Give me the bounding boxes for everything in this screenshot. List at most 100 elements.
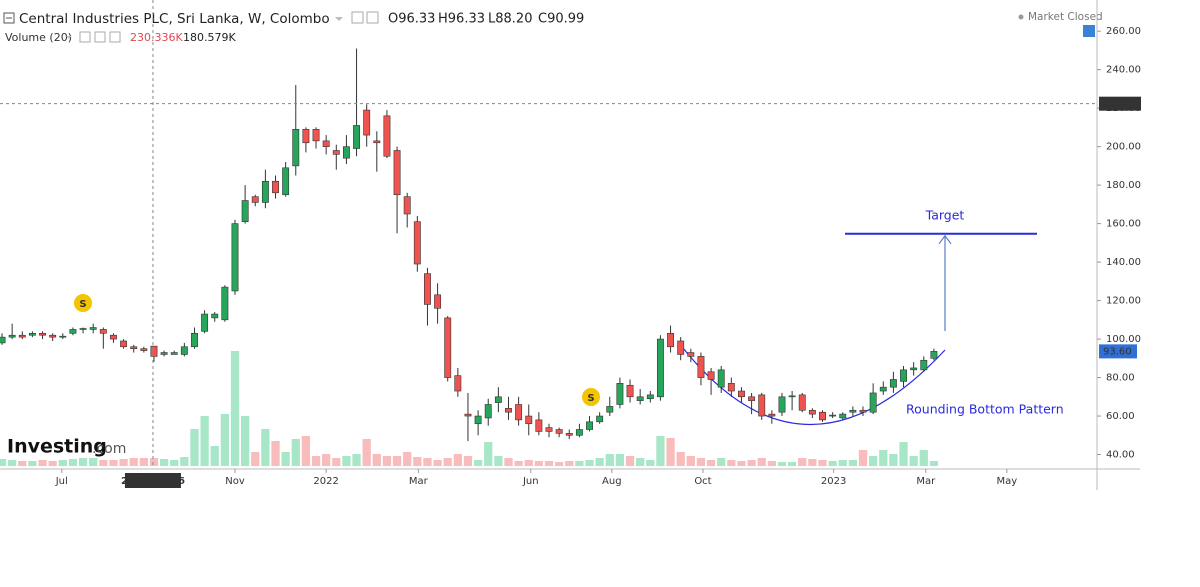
- volume-bar: [38, 460, 47, 466]
- x-tick-label: Jun: [522, 476, 539, 487]
- volume-bar: [605, 454, 614, 466]
- candle-body: [839, 413, 847, 419]
- volume-bar: [676, 452, 685, 466]
- volume-value: 230.336K: [130, 31, 183, 44]
- settings-icon[interactable]: [351, 11, 364, 24]
- y-tick-label: 180.00: [1106, 180, 1141, 191]
- volume-bar: [524, 460, 533, 466]
- candle-body: [221, 286, 229, 321]
- x-tick-label: Aug: [602, 476, 622, 487]
- y-tick-label: 60.00: [1106, 411, 1135, 422]
- volume-title: Volume (20): [5, 31, 72, 44]
- candle-body: [494, 396, 502, 403]
- volume-bar: [636, 458, 645, 466]
- volume-bar: [473, 460, 483, 466]
- volume-bar: [929, 461, 939, 466]
- candle-body: [768, 413, 776, 417]
- candle-body: [89, 327, 97, 330]
- candle-body: [575, 429, 583, 436]
- volume-bar: [240, 416, 250, 466]
- volume-bar: [484, 442, 493, 466]
- volume-bar: [8, 460, 17, 466]
- candle-body: [910, 367, 918, 371]
- settings-icon[interactable]: [366, 11, 379, 24]
- candle-body: [606, 406, 614, 413]
- volume-bar: [646, 460, 655, 466]
- candle-body: [920, 359, 928, 371]
- volume-bar: [808, 459, 817, 466]
- volume-bar: [717, 458, 726, 466]
- close-icon[interactable]: [109, 31, 121, 43]
- volume-bar: [787, 462, 797, 466]
- dropdown[interactable]: [66, 36, 72, 39]
- volume-bar: [858, 450, 868, 466]
- settings-icon[interactable]: [79, 31, 91, 43]
- x-tick-label: Mar: [916, 476, 936, 487]
- candle-body: [778, 396, 786, 413]
- candle-body: [99, 329, 107, 334]
- volume-bar: [190, 429, 199, 466]
- y-tick-label: 160.00: [1106, 219, 1141, 230]
- candle-body: [150, 345, 158, 357]
- candle-body: [170, 352, 178, 355]
- volume-bar: [89, 458, 98, 466]
- volume-bar: [575, 461, 584, 466]
- volume-bar: [392, 456, 402, 466]
- volume-bar: [818, 460, 827, 466]
- candle-body: [707, 371, 715, 380]
- candle-body: [677, 340, 685, 355]
- candle-body: [748, 396, 756, 401]
- background: [0, 0, 1200, 492]
- candle-body: [444, 317, 452, 378]
- candle-body: [869, 392, 877, 413]
- volume-bar: [696, 458, 706, 466]
- volume-bar: [828, 461, 837, 466]
- candle-body: [393, 150, 401, 196]
- candle-body: [656, 338, 664, 398]
- volume-bar: [615, 454, 625, 466]
- volume-bar: [423, 458, 432, 466]
- status-dot: [1018, 14, 1024, 20]
- candle-body: [332, 150, 340, 155]
- candle-body: [39, 332, 46, 336]
- volume-bar: [494, 456, 503, 466]
- y-tick-label: 140.00: [1106, 257, 1141, 268]
- candle-body: [697, 356, 705, 378]
- candle-body: [464, 413, 472, 417]
- scale-button[interactable]: [1083, 25, 1095, 37]
- crosshair-date-label: 2021-09-06: [121, 476, 185, 487]
- volume-bar: [271, 441, 280, 466]
- volume-bar: [48, 461, 57, 466]
- volume-bar: [372, 454, 381, 466]
- candle-body: [687, 352, 695, 357]
- candle-body: [515, 404, 523, 421]
- y-tick-label: 120.00: [1106, 296, 1141, 307]
- y-tick-label: 200.00: [1106, 142, 1141, 153]
- collapse-icon[interactable]: [3, 12, 15, 24]
- volume-bar: [68, 459, 78, 466]
- candle-body: [859, 409, 867, 413]
- candle-body: [413, 221, 421, 265]
- volume-bar: [109, 460, 118, 466]
- candle-body: [18, 334, 26, 338]
- candle-body: [434, 294, 442, 309]
- volume-bar: [443, 458, 452, 466]
- volume-bar: [869, 456, 878, 466]
- settings-icon[interactable]: [94, 31, 106, 43]
- x-tick-label: Mar: [409, 476, 429, 487]
- candle-body: [383, 115, 391, 157]
- dropdown[interactable]: [335, 17, 343, 21]
- ohlc-low: L88.20: [488, 12, 532, 27]
- candle-body: [889, 379, 897, 388]
- candle-body: [798, 394, 806, 411]
- candle-body: [616, 383, 624, 405]
- candle-body: [555, 429, 563, 434]
- volume-bar: [544, 461, 554, 466]
- crosshair-price-label: 222.32: [1103, 99, 1142, 110]
- candle-body: [819, 411, 826, 421]
- volume-bar: [362, 439, 371, 466]
- volume-bar: [129, 458, 138, 466]
- candle-body: [879, 386, 887, 392]
- candle-body: [454, 375, 462, 392]
